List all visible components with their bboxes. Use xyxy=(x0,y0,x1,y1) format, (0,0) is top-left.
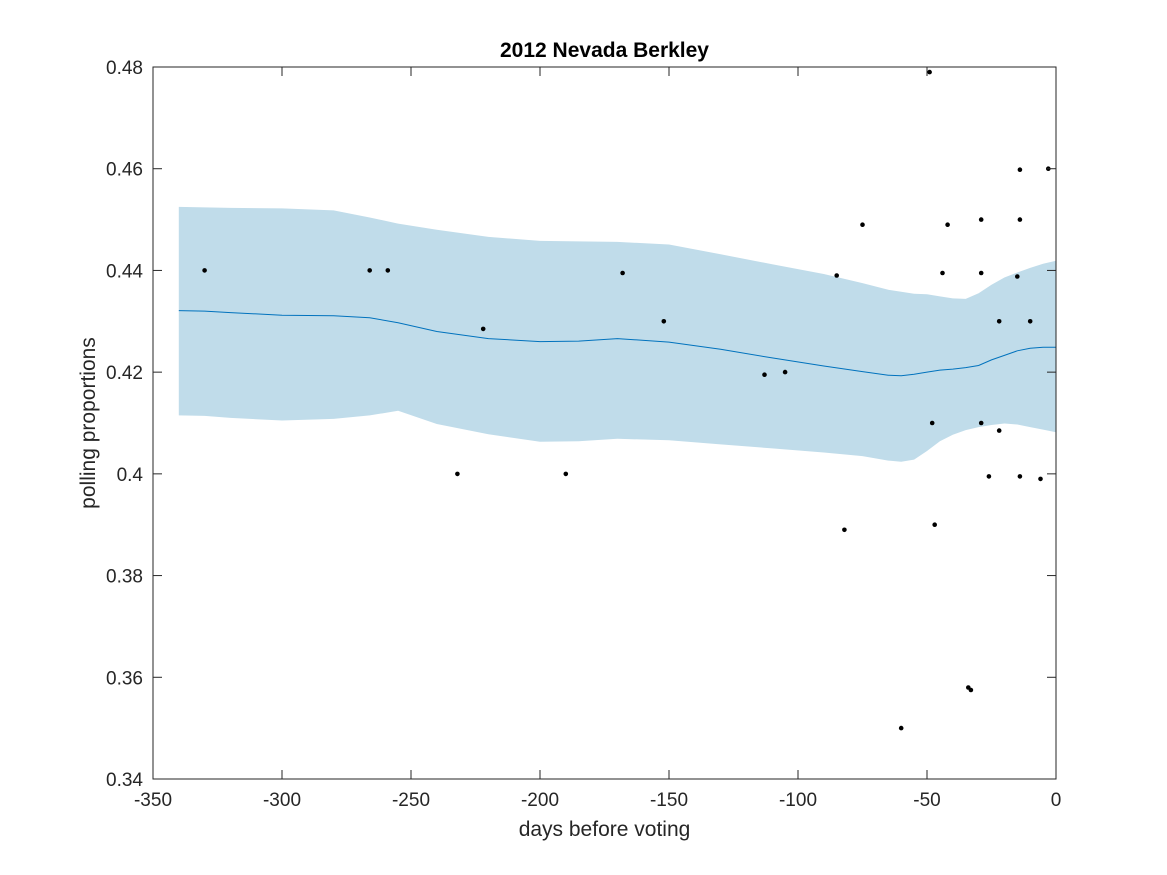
x-tick-label: -300 xyxy=(263,790,301,811)
data-point xyxy=(367,268,373,273)
x-tick-label: -250 xyxy=(392,790,430,811)
mean-line-layer xyxy=(178,310,1056,377)
data-point xyxy=(968,687,974,693)
data-point xyxy=(455,471,460,477)
y-tick-label: 0.44 xyxy=(106,261,143,282)
y-tick-label: 0.4 xyxy=(117,465,144,486)
x-tick-label: -150 xyxy=(650,790,688,811)
data-point xyxy=(932,522,937,527)
data-point xyxy=(996,319,1002,324)
data-point xyxy=(762,372,767,378)
data-point xyxy=(978,270,984,276)
data-point xyxy=(1038,476,1043,482)
data-point xyxy=(1015,274,1020,279)
confidence-band xyxy=(178,206,1057,462)
chart-title: 2012 Nevada Berkley xyxy=(500,39,709,62)
data-point xyxy=(898,725,904,731)
x-tick-label: 0 xyxy=(1051,790,1062,811)
mean-line xyxy=(178,310,1056,377)
x-tick-label: -50 xyxy=(913,790,940,811)
data-point xyxy=(978,217,984,222)
axes-frame xyxy=(152,66,1057,780)
data-point xyxy=(480,326,486,332)
data-point xyxy=(1017,217,1023,222)
x-tick-label: -350 xyxy=(134,790,172,811)
data-point xyxy=(945,222,950,227)
data-point xyxy=(782,369,788,375)
data-point xyxy=(1017,167,1023,172)
data-point xyxy=(202,268,207,273)
data-point xyxy=(563,471,569,477)
data-point xyxy=(940,270,945,276)
y-axis-label: polling proportions xyxy=(77,337,100,509)
data-point xyxy=(927,69,932,75)
y-tick-label: 0.36 xyxy=(106,668,143,689)
y-tick-label: 0.48 xyxy=(106,58,143,79)
x-tick-label: -200 xyxy=(521,790,559,811)
data-point xyxy=(620,270,625,276)
x-tick-label: -100 xyxy=(779,790,817,811)
data-point xyxy=(1027,319,1033,324)
data-point xyxy=(834,273,839,278)
y-tick-label: 0.34 xyxy=(106,770,143,791)
data-point xyxy=(385,268,391,273)
data-point xyxy=(929,420,935,426)
data-point xyxy=(978,420,984,426)
data-point xyxy=(986,474,992,479)
data-point xyxy=(996,428,1002,433)
data-point xyxy=(860,222,865,227)
data-point xyxy=(661,319,667,324)
y-tick-label: 0.38 xyxy=(106,567,143,588)
y-tick-label: 0.46 xyxy=(106,160,143,181)
data-points-layer xyxy=(202,69,1051,731)
data-point xyxy=(842,527,847,533)
y-tick-label: 0.42 xyxy=(106,363,143,384)
confidence-band-layer xyxy=(178,206,1057,462)
data-point xyxy=(1017,474,1023,479)
ticks-layer: -350 -300 -250 -200 -150 -100 -50 0 0.34 0.36 0.38… xyxy=(106,58,1061,811)
x-axis-label: days before voting xyxy=(519,818,691,841)
